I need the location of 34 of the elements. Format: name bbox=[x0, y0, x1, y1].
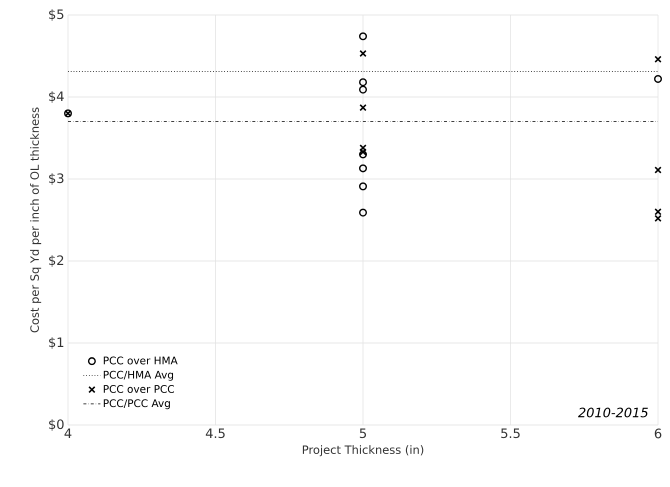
point bbox=[359, 144, 367, 152]
annotation: 2010-2015 bbox=[578, 408, 648, 418]
point bbox=[654, 208, 662, 216]
point bbox=[654, 74, 662, 83]
point bbox=[359, 86, 367, 94]
x-tick-label: 4.5 bbox=[206, 428, 225, 438]
point bbox=[654, 166, 662, 174]
point bbox=[654, 214, 662, 222]
legend-label: PCC over PCC bbox=[104, 385, 174, 393]
point bbox=[359, 32, 367, 40]
point bbox=[359, 208, 367, 217]
y-tick-label: $3 bbox=[49, 173, 64, 185]
point bbox=[654, 56, 662, 63]
y-axis-title: Cost per Sq Yd per inch of OL thickness bbox=[30, 108, 42, 332]
legend-label: PCC/HMA Avg bbox=[104, 370, 174, 381]
legend-label: PCC/PCC Avg bbox=[104, 399, 170, 410]
x-axis-title: Project Thickness (in) bbox=[302, 445, 424, 456]
legend-label: PCC over HMA bbox=[104, 356, 178, 364]
y-tick-label: $2 bbox=[49, 255, 64, 267]
point bbox=[359, 150, 367, 158]
x-tick-label: 5.5 bbox=[501, 428, 520, 438]
y-tick-label: $5 bbox=[49, 9, 64, 21]
y-tick-label: $4 bbox=[49, 91, 64, 103]
x-tick-label: 6 bbox=[654, 428, 662, 438]
x-tick-label: 4 bbox=[64, 428, 72, 438]
y-tick-label: $0 bbox=[49, 419, 64, 431]
point bbox=[359, 78, 367, 86]
point bbox=[359, 50, 367, 58]
point bbox=[359, 182, 367, 190]
point bbox=[359, 164, 367, 172]
y-tick-label: $1 bbox=[49, 337, 64, 349]
point bbox=[359, 148, 367, 156]
point bbox=[359, 104, 367, 112]
x-tick-label: 5 bbox=[360, 428, 366, 438]
